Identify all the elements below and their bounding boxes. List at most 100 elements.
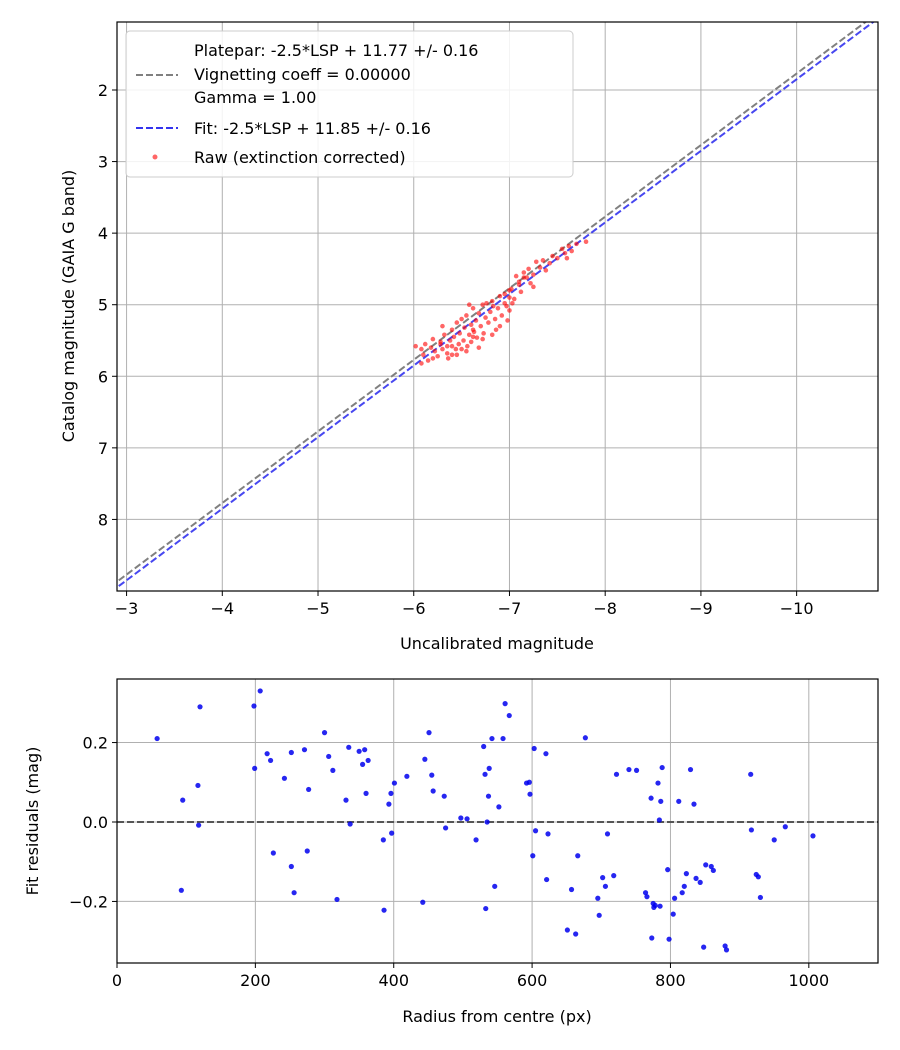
residuals-plot: 0 200 400 600 800 1000 −0.2 0.0 0.2 Radius from … [23,678,879,1026]
top-x-axis-label: Uncalibrated magnitude [400,634,594,653]
raw-point [453,346,459,352]
top-fit-lines [117,22,875,589]
residual-point [388,790,394,796]
bottom-x-tick-label: 0 [112,971,122,990]
residual-point [500,735,506,742]
raw-point [559,246,565,252]
raw-point [440,346,445,352]
residual-point [304,848,310,854]
residual-point [658,798,664,804]
raw-point [444,351,450,356]
raw-point [459,316,464,322]
residual-point [595,895,601,901]
raw-point [449,352,455,358]
legend-platepar-label-1: Platepar: -2.5*LSP + 11.77 +/- 0.16 [194,41,478,60]
raw-point [510,300,515,306]
raw-point [432,348,438,354]
residual-point [356,748,362,754]
raw-point [473,318,479,323]
raw-point [583,239,589,245]
raw-point [574,241,579,247]
top-y-tick-label: 5 [98,296,108,315]
residual-point [264,751,270,757]
residual-point [197,704,203,710]
residual-point [697,879,703,885]
residual-point [288,749,294,756]
residual-point [270,850,276,856]
residual-point [386,801,392,807]
raw-point [445,356,451,361]
residual-point [681,883,687,889]
residual-point [343,797,349,803]
raw-point [447,338,453,343]
residual-point [573,931,579,937]
bottom-x-axis-label: Radius from centre (px) [402,1007,591,1026]
raw-point [505,318,510,323]
raw-point [507,288,512,293]
legend-box [125,30,574,178]
raw-point [480,336,485,342]
raw-point [540,258,546,263]
raw-point [486,320,491,325]
raw-point [528,280,533,286]
residual-point [257,688,263,694]
residual-point [771,837,777,843]
top-axes-frame [116,21,879,592]
residual-point [443,825,449,831]
raw-point [462,325,467,330]
residual-point [486,765,492,771]
bottom-y-tick-label: 0.2 [83,734,108,753]
residual-point [381,907,387,913]
raw-point [454,352,460,358]
residual-point [687,766,694,773]
residual-point [291,890,297,896]
raw-point [468,339,474,345]
raw-point [476,310,482,316]
top-x-tick-label: −4 [210,599,234,618]
top-x-tick-label: −6 [402,599,426,618]
residual-point [306,786,312,793]
residual-point [782,824,788,830]
residual-point [530,853,536,859]
residual-point [404,773,410,779]
raw-point [440,323,445,329]
raw-point [547,260,552,266]
residual-point [672,895,678,901]
raw-point [516,282,522,287]
raw-point [438,341,443,347]
raw-point [497,293,503,299]
residual-point [178,887,184,893]
residual-point [648,795,654,801]
raw-point [495,305,501,311]
raw-point [466,302,472,308]
raw-point [533,259,539,265]
residual-point [380,837,386,843]
top-y-tick-label: 2 [98,81,108,100]
bottom-x-tick-label: 400 [378,971,409,990]
residual-point [389,830,395,836]
raw-point [480,302,485,308]
raw-point [490,303,496,309]
raw-point [422,341,428,347]
residual-point [526,779,532,785]
residual-point [545,831,551,837]
residual-point [701,944,707,950]
residual-point [642,890,649,896]
raw-point [456,341,462,347]
raw-point [449,327,455,333]
residual-point [363,790,369,796]
raw-point [518,289,524,295]
legend-raw-label: Raw (extinction corrected) [194,148,406,167]
residual-point [482,771,488,777]
bottom-ticks: 0 200 400 600 800 1000 −0.2 0.0 0.2 [69,734,829,990]
residual-point [652,902,658,909]
legend-raw-marker [152,154,158,160]
raw-point [507,308,512,313]
top-y-tick-label: 4 [98,224,108,243]
residual-point [655,780,661,786]
top-raw-points [413,239,589,366]
residual-point [489,735,495,742]
residual-point [362,747,368,753]
top-y-tick-label: 8 [98,510,108,529]
raw-point [569,248,574,254]
